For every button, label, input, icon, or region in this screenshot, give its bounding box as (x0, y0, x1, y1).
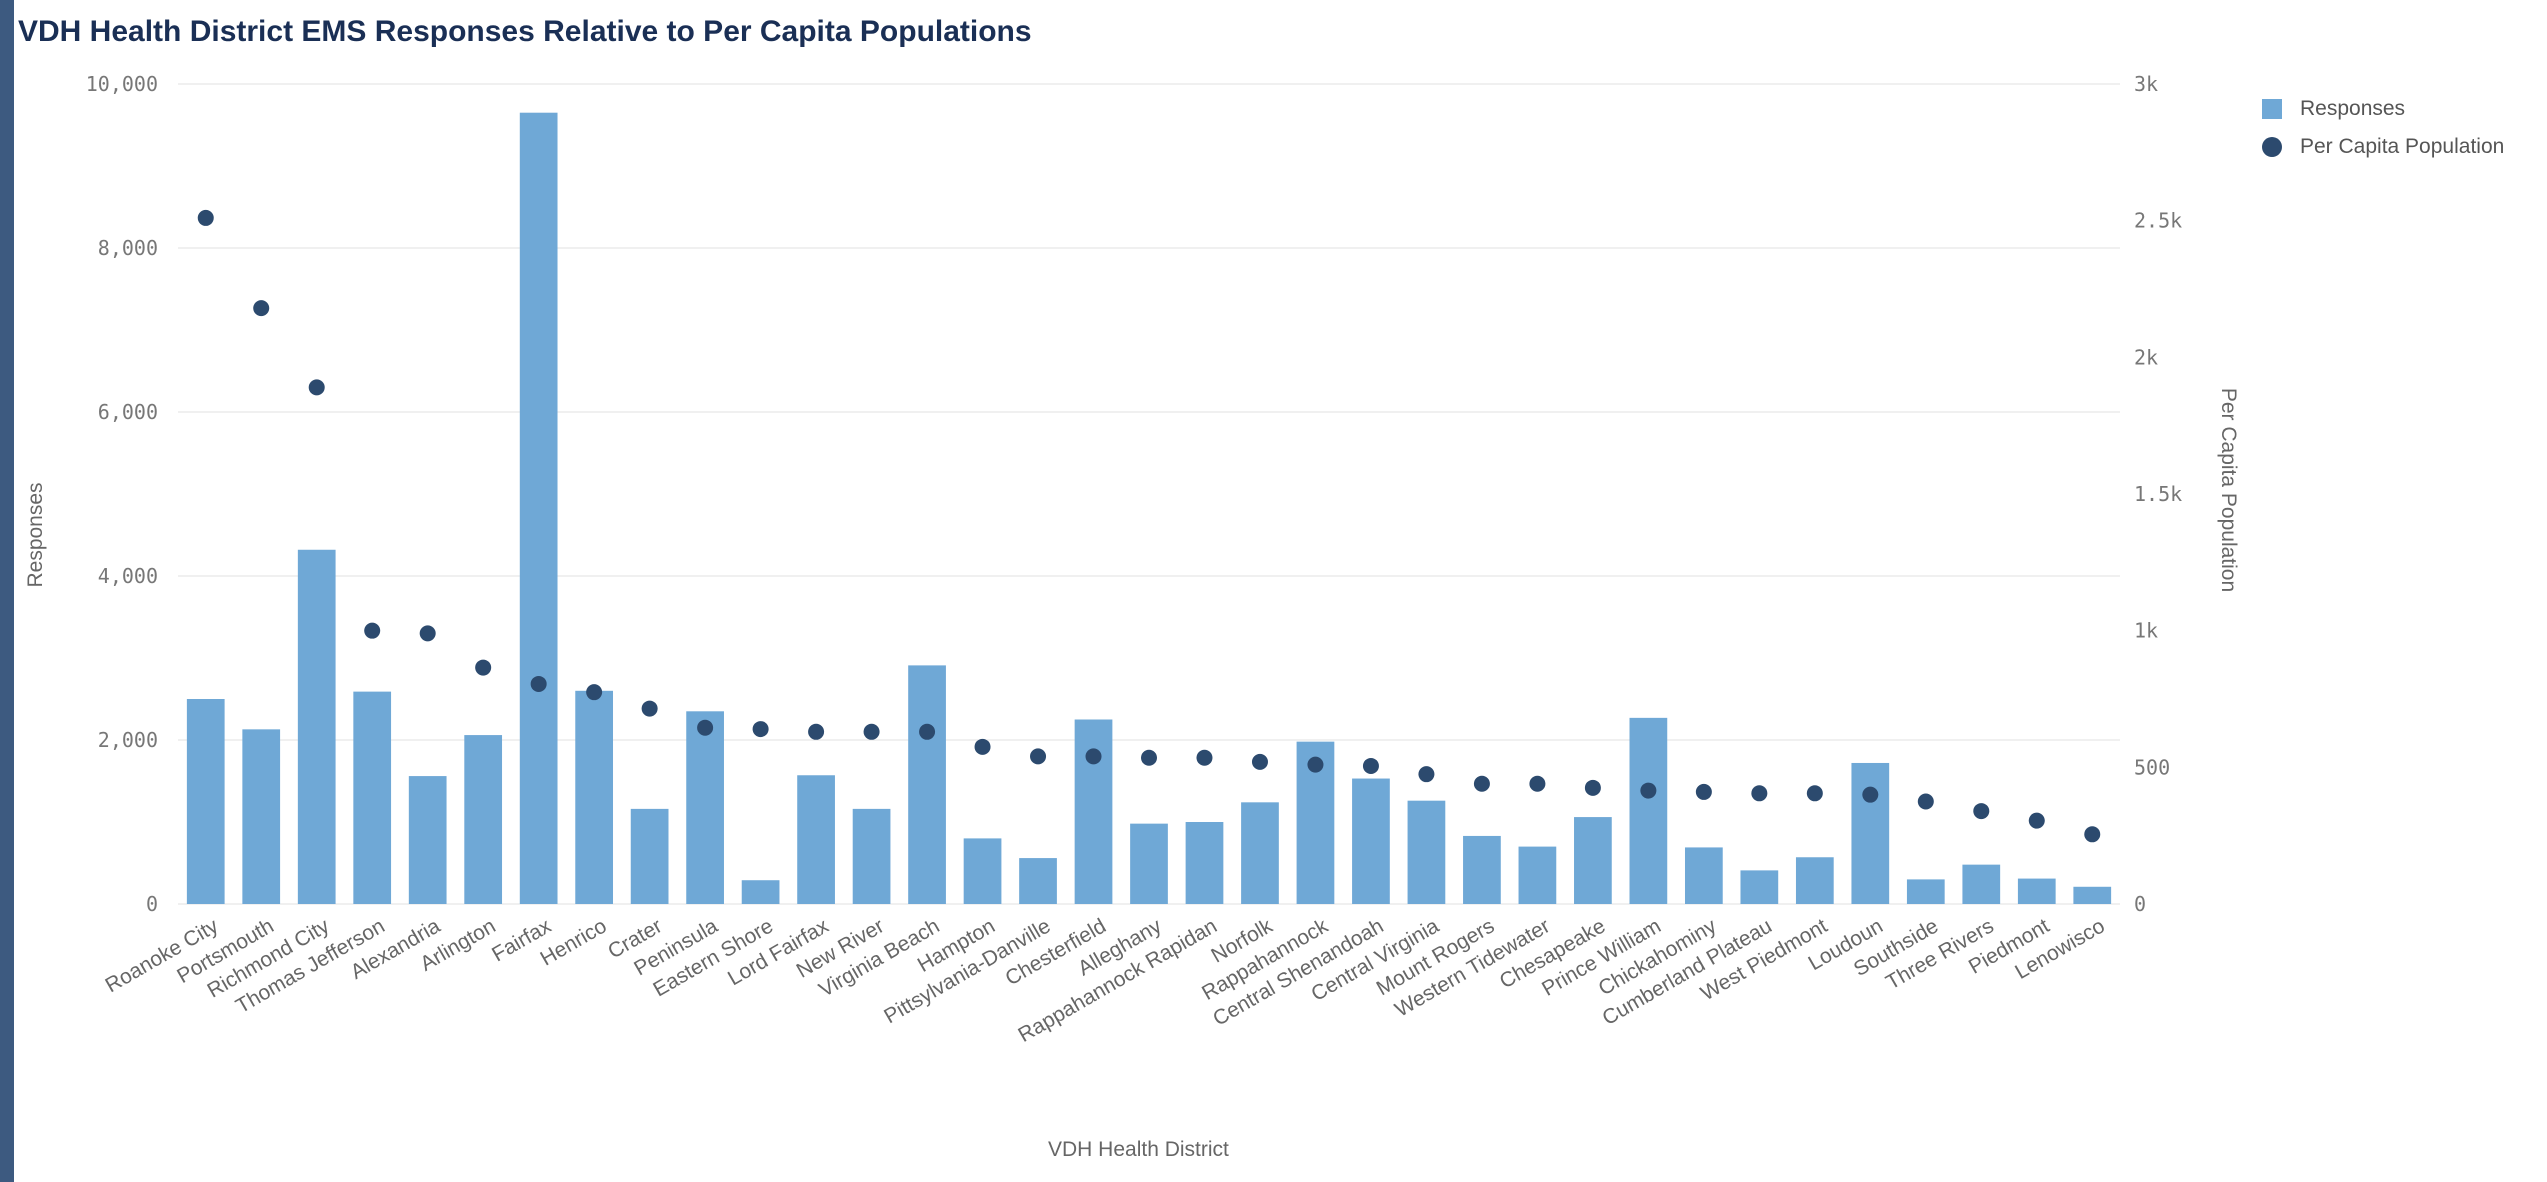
point[interactable] (475, 659, 492, 676)
point[interactable] (1529, 775, 1546, 792)
legend: Responses Per Capita Population (2262, 90, 2504, 166)
bar[interactable] (1019, 858, 1057, 904)
bar[interactable] (186, 699, 225, 904)
point[interactable] (919, 723, 936, 740)
point[interactable] (641, 700, 658, 717)
legend-bar-swatch (2262, 99, 2282, 119)
point[interactable] (1917, 793, 1934, 810)
y2-tick-label: 3k (2134, 72, 2158, 96)
point[interactable] (1418, 766, 1435, 783)
bar[interactable] (1851, 762, 1890, 904)
y2-tick-label: 1.5k (2134, 482, 2182, 506)
bar[interactable] (242, 729, 281, 904)
y-tick-label: 2,000 (98, 728, 158, 752)
bar[interactable] (1352, 778, 1390, 904)
bar[interactable] (1574, 817, 1612, 904)
point[interactable] (530, 675, 547, 692)
point[interactable] (586, 684, 603, 701)
point[interactable] (863, 723, 880, 740)
point[interactable] (1695, 783, 1712, 800)
point[interactable] (1584, 779, 1601, 796)
point[interactable] (1862, 786, 1879, 803)
chart-title: VDH Health District EMS Responses Relati… (14, 4, 2547, 60)
point[interactable] (1307, 756, 1324, 773)
y-tick-label: 10,000 (86, 72, 158, 96)
point[interactable] (197, 209, 214, 226)
bar[interactable] (797, 775, 835, 904)
point[interactable] (1085, 748, 1102, 765)
point[interactable] (364, 622, 381, 639)
y-tick-label: 4,000 (98, 564, 158, 588)
point[interactable] (2028, 812, 2045, 829)
bar[interactable] (408, 776, 447, 904)
legend-item-per-capita[interactable]: Per Capita Population (2262, 128, 2504, 166)
legend-label-responses: Responses (2300, 97, 2406, 120)
bar[interactable] (1684, 847, 1723, 904)
point[interactable] (1030, 748, 1047, 765)
point[interactable] (419, 625, 436, 642)
bar[interactable] (2017, 878, 2056, 904)
y-tick-label: 6,000 (98, 400, 158, 424)
point[interactable] (1141, 749, 1157, 766)
point[interactable] (1640, 782, 1657, 799)
point[interactable] (253, 300, 270, 317)
y2-tick-label: 0 (2134, 892, 2146, 916)
y2-axis-label: Per Capita Population (2217, 388, 2240, 592)
bar[interactable] (353, 691, 392, 904)
point[interactable] (1251, 753, 1268, 770)
bar[interactable] (1074, 719, 1113, 905)
bar[interactable] (1407, 800, 1446, 904)
point[interactable] (697, 719, 714, 736)
bar[interactable] (1906, 879, 1945, 904)
bar[interactable] (1130, 823, 1168, 904)
point-series (197, 209, 2101, 843)
bar[interactable] (686, 711, 724, 904)
point[interactable] (1196, 749, 1213, 766)
point[interactable] (2084, 826, 2101, 843)
x-axis-label: VDH Health District (1048, 1138, 1229, 1161)
bar[interactable] (908, 665, 946, 904)
bar[interactable] (1740, 870, 1779, 904)
y-tick-label: 8,000 (98, 236, 158, 260)
point[interactable] (308, 379, 325, 396)
bar[interactable] (630, 808, 669, 904)
legend-item-responses[interactable]: Responses (2262, 90, 2504, 128)
bar[interactable] (575, 690, 614, 904)
y-axis-label: Responses (24, 482, 47, 587)
bar[interactable] (963, 838, 1002, 904)
bar[interactable] (852, 808, 891, 904)
bar[interactable] (1463, 835, 1501, 904)
point[interactable] (1362, 757, 1379, 774)
y2-tick-label: 2k (2134, 345, 2158, 369)
bar[interactable] (1518, 846, 1557, 904)
bar[interactable] (519, 112, 558, 904)
legend-dot-swatch (2262, 137, 2282, 157)
bar-series (186, 112, 2112, 905)
chart-frame (14, 0, 2547, 1182)
point[interactable] (808, 723, 825, 740)
bar[interactable] (1795, 857, 1834, 904)
y2-tick-label: 2.5k (2134, 209, 2182, 233)
bar[interactable] (1185, 822, 1224, 904)
bar[interactable] (464, 735, 503, 904)
point[interactable] (1473, 775, 1490, 792)
point[interactable] (1751, 785, 1768, 802)
y2-tick-label: 500 (2134, 755, 2170, 779)
y2-tick-label: 1k (2134, 619, 2158, 643)
bar[interactable] (1962, 864, 2001, 904)
point[interactable] (752, 721, 769, 738)
bar[interactable] (297, 549, 336, 904)
bar[interactable] (1241, 802, 1279, 904)
point[interactable] (974, 738, 991, 755)
bar[interactable] (2073, 886, 2112, 904)
bar[interactable] (1629, 717, 1668, 904)
legend-label-per-capita: Per Capita Population (2300, 135, 2505, 158)
point[interactable] (1806, 785, 1823, 802)
bar[interactable] (741, 880, 780, 904)
point[interactable] (1973, 803, 1990, 820)
y-tick-label: 0 (146, 892, 158, 916)
